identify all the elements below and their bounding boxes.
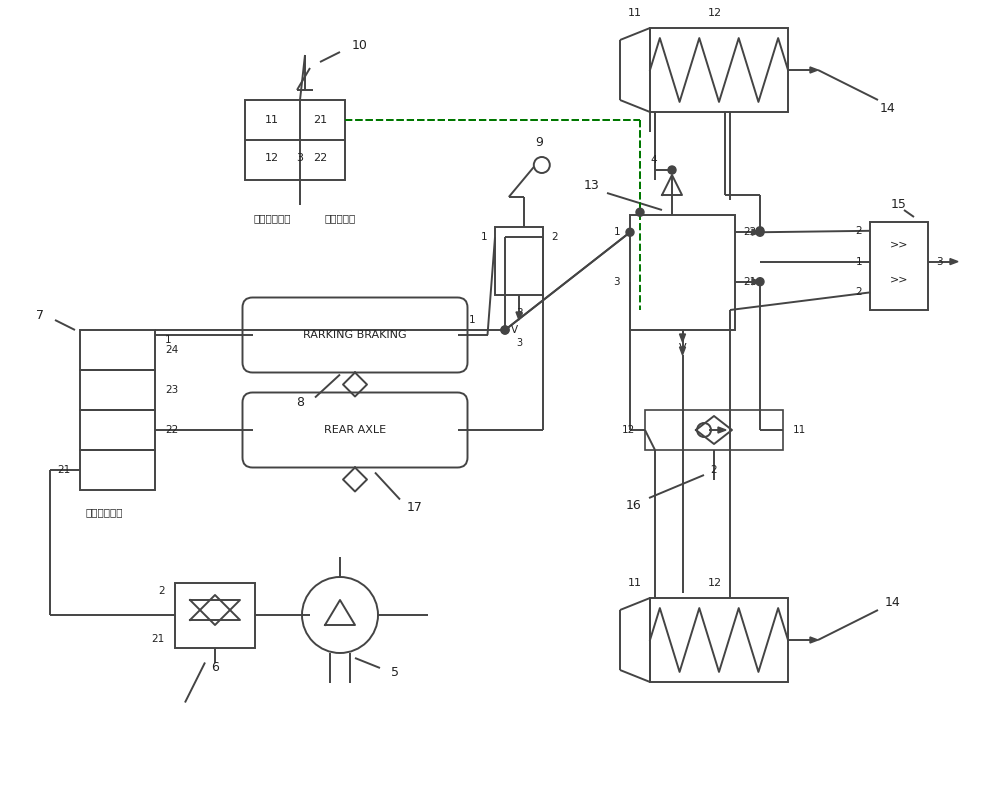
Circle shape — [501, 326, 509, 334]
Polygon shape — [718, 427, 726, 433]
Bar — [650, 28, 788, 112]
Text: V: V — [679, 343, 686, 353]
Circle shape — [501, 326, 509, 334]
Text: 接前桥储气筒: 接前桥储气筒 — [85, 507, 122, 518]
Text: 3: 3 — [613, 277, 620, 287]
Circle shape — [756, 227, 764, 235]
Text: 13: 13 — [584, 179, 600, 191]
Text: 16: 16 — [626, 499, 642, 511]
Text: 2: 2 — [158, 585, 165, 596]
Text: 10: 10 — [352, 39, 368, 51]
Text: 12: 12 — [708, 8, 722, 18]
Polygon shape — [752, 279, 760, 284]
Text: 11: 11 — [628, 578, 642, 588]
Bar — [80, 450, 155, 490]
Text: 24: 24 — [165, 345, 178, 355]
Bar — [495, 227, 543, 295]
Text: 21: 21 — [57, 465, 70, 475]
Text: 21: 21 — [313, 115, 327, 125]
Bar — [80, 330, 155, 370]
Bar — [80, 410, 155, 450]
Bar — [175, 582, 255, 648]
Text: 4: 4 — [651, 155, 657, 165]
Text: 3: 3 — [936, 257, 943, 266]
Polygon shape — [810, 67, 818, 73]
Text: 22: 22 — [165, 425, 178, 435]
Text: 2: 2 — [855, 288, 862, 297]
Text: 23: 23 — [165, 385, 178, 395]
Text: 22: 22 — [313, 153, 327, 162]
Text: RARKING BRAKING: RARKING BRAKING — [303, 330, 407, 340]
Text: >>: >> — [890, 274, 908, 284]
Circle shape — [626, 229, 634, 236]
Text: 1: 1 — [165, 335, 172, 345]
Text: 15: 15 — [891, 198, 907, 210]
Text: 3: 3 — [516, 338, 522, 348]
Text: 11: 11 — [793, 425, 806, 435]
Circle shape — [668, 166, 676, 174]
Text: 5: 5 — [391, 667, 399, 679]
Text: 17: 17 — [407, 501, 423, 514]
Text: 接前桥气室: 接前桥气室 — [324, 213, 356, 223]
Text: 9: 9 — [535, 136, 543, 148]
Circle shape — [756, 229, 764, 236]
Text: 2: 2 — [711, 465, 717, 475]
Polygon shape — [950, 258, 958, 265]
Text: 21: 21 — [743, 277, 756, 287]
Text: >>: >> — [890, 239, 908, 249]
Text: 1: 1 — [480, 232, 487, 242]
Text: REAR AXLE: REAR AXLE — [324, 425, 386, 435]
Text: 12: 12 — [265, 153, 279, 162]
Polygon shape — [516, 312, 522, 320]
Bar — [645, 410, 783, 450]
Text: 21: 21 — [152, 634, 165, 645]
Text: 1: 1 — [855, 257, 862, 266]
Polygon shape — [752, 229, 760, 236]
Text: 3: 3 — [296, 153, 304, 162]
Text: 1: 1 — [613, 227, 620, 237]
Text: 11: 11 — [265, 115, 279, 125]
Text: 1: 1 — [469, 315, 476, 325]
Text: V: V — [510, 325, 518, 335]
Text: 12: 12 — [708, 578, 722, 588]
Bar — [650, 598, 788, 682]
Text: 8: 8 — [296, 396, 304, 409]
Circle shape — [756, 277, 764, 286]
Text: 11: 11 — [628, 8, 642, 18]
Text: 接前桥储气筒: 接前桥储气筒 — [253, 213, 291, 223]
Polygon shape — [680, 347, 686, 355]
Polygon shape — [810, 637, 818, 643]
Bar — [630, 215, 735, 330]
Text: 6: 6 — [211, 661, 219, 674]
Text: 14: 14 — [885, 596, 901, 608]
Text: 14: 14 — [880, 102, 896, 114]
Polygon shape — [680, 334, 686, 342]
Text: 22: 22 — [743, 227, 756, 237]
Circle shape — [636, 208, 644, 216]
Text: 12: 12 — [622, 425, 635, 435]
Text: 2: 2 — [551, 232, 558, 242]
Text: 2: 2 — [855, 226, 862, 236]
Bar — [245, 100, 345, 180]
Bar — [870, 222, 928, 310]
Text: 7: 7 — [36, 308, 44, 322]
Bar — [80, 370, 155, 410]
Text: 3: 3 — [516, 308, 522, 318]
